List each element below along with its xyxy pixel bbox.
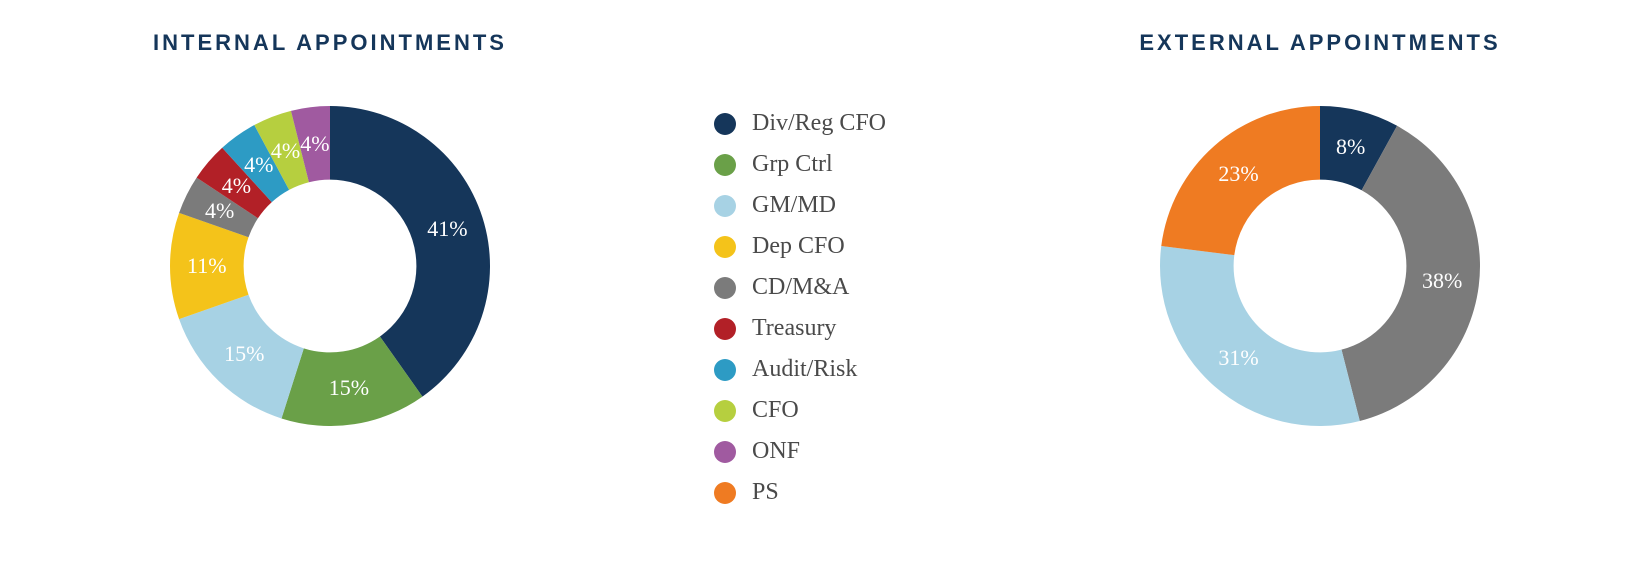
legend-label-audit: Audit/Risk <box>752 356 857 383</box>
legend-label-onf: ONF <box>752 438 800 465</box>
slice-ps <box>1161 106 1320 255</box>
external-donut-chart: 8%38%31%23% <box>1160 106 1480 426</box>
legend-label-cfo: CFO <box>752 397 799 424</box>
legend-swatch-audit <box>714 359 736 381</box>
legend-item-ps: PS <box>714 479 886 506</box>
legend-swatch-depcfo <box>714 236 736 258</box>
legend-label-cdma: CD/M&A <box>752 274 849 301</box>
legend-label-gmmd: GM/MD <box>752 192 836 219</box>
legend-swatch-cdma <box>714 277 736 299</box>
legend-item-cdma: CD/M&A <box>714 274 886 301</box>
legend-swatch-ps <box>714 482 736 504</box>
legend: Div/Reg CFO Grp Ctrl GM/MD Dep CFO CD/M&A Tre… <box>714 110 886 506</box>
legend-label-ps: PS <box>752 479 779 506</box>
internal-panel: INTERNAL APPOINTMENTS 41%15%15%11%4%4%4%… <box>0 30 600 426</box>
legend-label-treasury: Treasury <box>752 315 836 342</box>
legend-item-depcfo: Dep CFO <box>714 233 886 260</box>
slice-gmmd <box>1160 246 1360 426</box>
legend-swatch-onf <box>714 441 736 463</box>
legend-swatch-treasury <box>714 318 736 340</box>
legend-item-gmmd: GM/MD <box>714 192 886 219</box>
legend-item-cfo: CFO <box>714 397 886 424</box>
internal-title: INTERNAL APPOINTMENTS <box>153 30 507 56</box>
slice-gmmd <box>179 295 304 419</box>
legend-swatch-grpctrl <box>714 154 736 176</box>
legend-swatch-cfo <box>714 400 736 422</box>
legend-label-depcfo: Dep CFO <box>752 233 845 260</box>
legend-swatch-divreg <box>714 113 736 135</box>
external-panel: EXTERNAL APPOINTMENTS 8%38%31%23% <box>1000 30 1640 426</box>
legend-label-divreg: Div/Reg CFO <box>752 110 886 137</box>
legend-panel: Div/Reg CFO Grp Ctrl GM/MD Dep CFO CD/M&A Tre… <box>600 30 1000 506</box>
legend-swatch-gmmd <box>714 195 736 217</box>
legend-item-treasury: Treasury <box>714 315 886 342</box>
legend-label-grpctrl: Grp Ctrl <box>752 151 833 178</box>
internal-donut-chart: 41%15%15%11%4%4%4%4%4% <box>170 106 490 426</box>
legend-item-onf: ONF <box>714 438 886 465</box>
legend-item-audit: Audit/Risk <box>714 356 886 383</box>
legend-item-grpctrl: Grp Ctrl <box>714 151 886 178</box>
legend-item-divreg: Div/Reg CFO <box>714 110 886 137</box>
external-title: EXTERNAL APPOINTMENTS <box>1139 30 1500 56</box>
charts-container: INTERNAL APPOINTMENTS 41%15%15%11%4%4%4%… <box>0 0 1640 562</box>
